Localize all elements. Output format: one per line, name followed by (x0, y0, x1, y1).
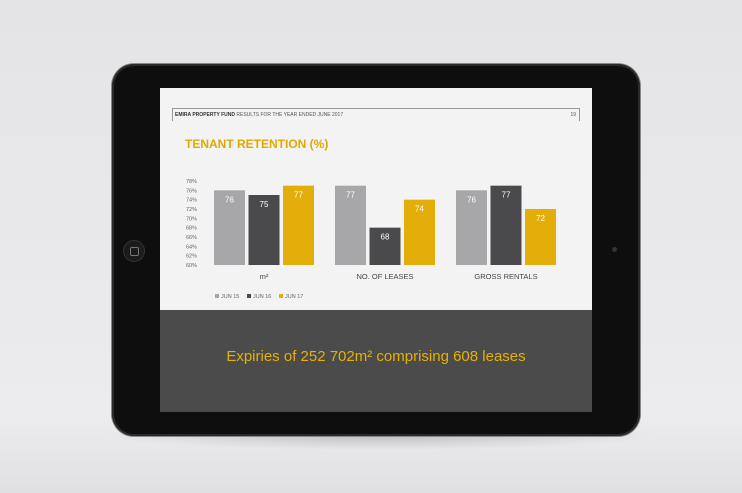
data-label: 76 (225, 195, 234, 204)
data-label: 75 (260, 200, 269, 209)
category-label: m² (260, 272, 269, 281)
bar (214, 190, 245, 265)
y-tick-label: 66% (186, 235, 197, 241)
y-tick-label: 64% (186, 244, 197, 250)
legend-label: JUN 17 (285, 294, 303, 300)
bar (283, 185, 314, 265)
bottom-panel: Expiries of 252 702m² comprising 608 lea… (160, 310, 592, 412)
slide-header: EMIRA PROPERTY FUND RESULTS FOR THE YEAR… (172, 108, 580, 121)
data-label: 68 (381, 233, 390, 242)
category-label: NO. OF LEASES (356, 272, 413, 281)
y-tick-label: 72% (186, 207, 197, 213)
bar (248, 195, 280, 265)
y-tick-label: 60% (186, 263, 197, 269)
legend-swatch (215, 294, 219, 298)
bar (335, 185, 366, 265)
data-label: 77 (502, 191, 511, 200)
legend-label: JUN 16 (253, 294, 271, 300)
bar (490, 185, 522, 265)
data-label: 74 (415, 205, 424, 214)
data-label: 77 (346, 191, 355, 200)
bar (404, 199, 435, 265)
y-tick-label: 76% (186, 188, 197, 194)
header-subtitle: RESULTS FOR THE YEAR ENDED JUNE 2017 (236, 112, 344, 118)
header-company: EMIRA PROPERTY FUND (175, 112, 236, 118)
chart-title: TENANT RETENTION (%) (185, 137, 329, 151)
y-tick-label: 68% (186, 226, 197, 232)
y-tick-label: 78% (186, 179, 197, 185)
bar (525, 209, 556, 265)
y-tick-label: 62% (186, 254, 197, 260)
expiry-text: Expiries of 252 702m² comprising 608 lea… (226, 348, 526, 365)
data-label: 72 (536, 214, 545, 223)
legend-label: JUN 15 (221, 294, 239, 300)
camera-icon (612, 247, 617, 252)
bar-chart: 60% 62% 64% 66% 68% 70% 72% 74% 76% 78% 76 75 77 m² 77… (186, 179, 556, 300)
y-tick-label: 70% (186, 216, 197, 222)
bar (456, 190, 487, 265)
slide: EMIRA PROPERTY FUND RESULTS FOR THE YEAR… (160, 88, 592, 412)
data-label: 77 (294, 191, 303, 200)
home-button[interactable] (123, 240, 145, 262)
category-label: GROSS RENTALS (474, 272, 537, 281)
legend-swatch (247, 294, 251, 298)
legend-swatch (279, 294, 283, 298)
page-number: 19 (570, 112, 576, 118)
y-tick-label: 74% (186, 198, 197, 204)
data-label: 76 (467, 195, 476, 204)
bar (369, 227, 401, 265)
